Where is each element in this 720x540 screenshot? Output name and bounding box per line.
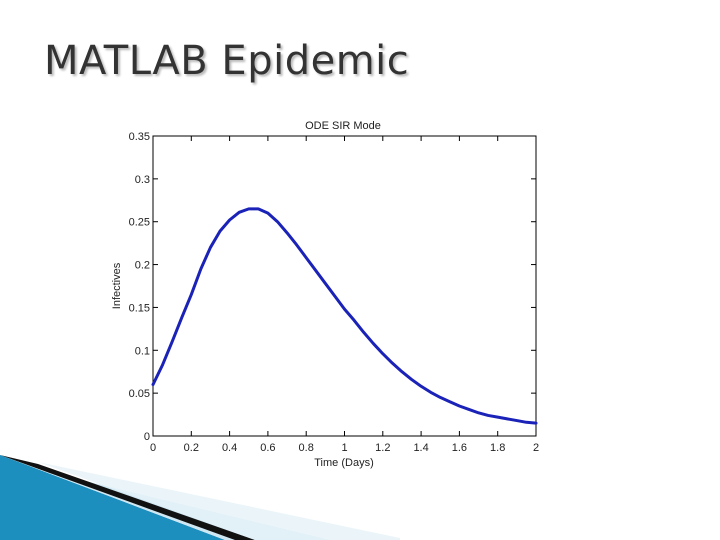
x-tick-label: 0.2 bbox=[184, 442, 199, 454]
series-line-infectives bbox=[151, 207, 538, 425]
x-tick-label: 1.8 bbox=[490, 442, 505, 454]
decor-black-stripe bbox=[0, 455, 255, 540]
y-tick-labels: 0 0.05 0.1 0.15 0.2 0.25 0.3 0.35 bbox=[129, 131, 150, 443]
x-tick-label: 0.4 bbox=[222, 442, 237, 454]
y-tick-label: 0.25 bbox=[129, 217, 150, 229]
x-tick-label: 1 bbox=[341, 442, 347, 454]
axis-ticks bbox=[152, 135, 537, 437]
y-tick-label: 0 bbox=[144, 431, 150, 443]
slide-corner-decoration bbox=[0, 455, 400, 540]
y-tick-label: 0.35 bbox=[129, 131, 150, 143]
y-tick-label: 0.05 bbox=[129, 388, 150, 400]
x-tick-label: 0 bbox=[150, 442, 156, 454]
y-tick-label: 0.3 bbox=[135, 174, 150, 186]
x-tick-label: 0.6 bbox=[260, 442, 275, 454]
slide-title: MATLAB Epidemic bbox=[44, 38, 410, 84]
x-tick-label: 1.6 bbox=[452, 442, 467, 454]
chart-title: ODE SIR Mode bbox=[305, 120, 381, 132]
y-tick-label: 0.1 bbox=[135, 345, 150, 357]
decor-blue-wedge bbox=[0, 455, 225, 540]
x-tick-label: 1.2 bbox=[375, 442, 390, 454]
x-tick-label: 1.4 bbox=[413, 442, 428, 454]
decor-light-stripe bbox=[38, 462, 400, 540]
x-tick-label: 2 bbox=[533, 442, 539, 454]
plot-area bbox=[152, 135, 537, 437]
x-tick-label: 0.8 bbox=[299, 442, 314, 454]
y-tick-label: 0.2 bbox=[135, 260, 150, 272]
x-tick-labels: 0 0.2 0.4 0.6 0.8 1 1.2 1.4 1.6 1.8 2 bbox=[150, 442, 539, 454]
y-axis-label: Infectives bbox=[111, 262, 123, 309]
x-axis-label: Time (Days) bbox=[314, 457, 373, 469]
y-tick-label: 0.15 bbox=[129, 302, 150, 314]
